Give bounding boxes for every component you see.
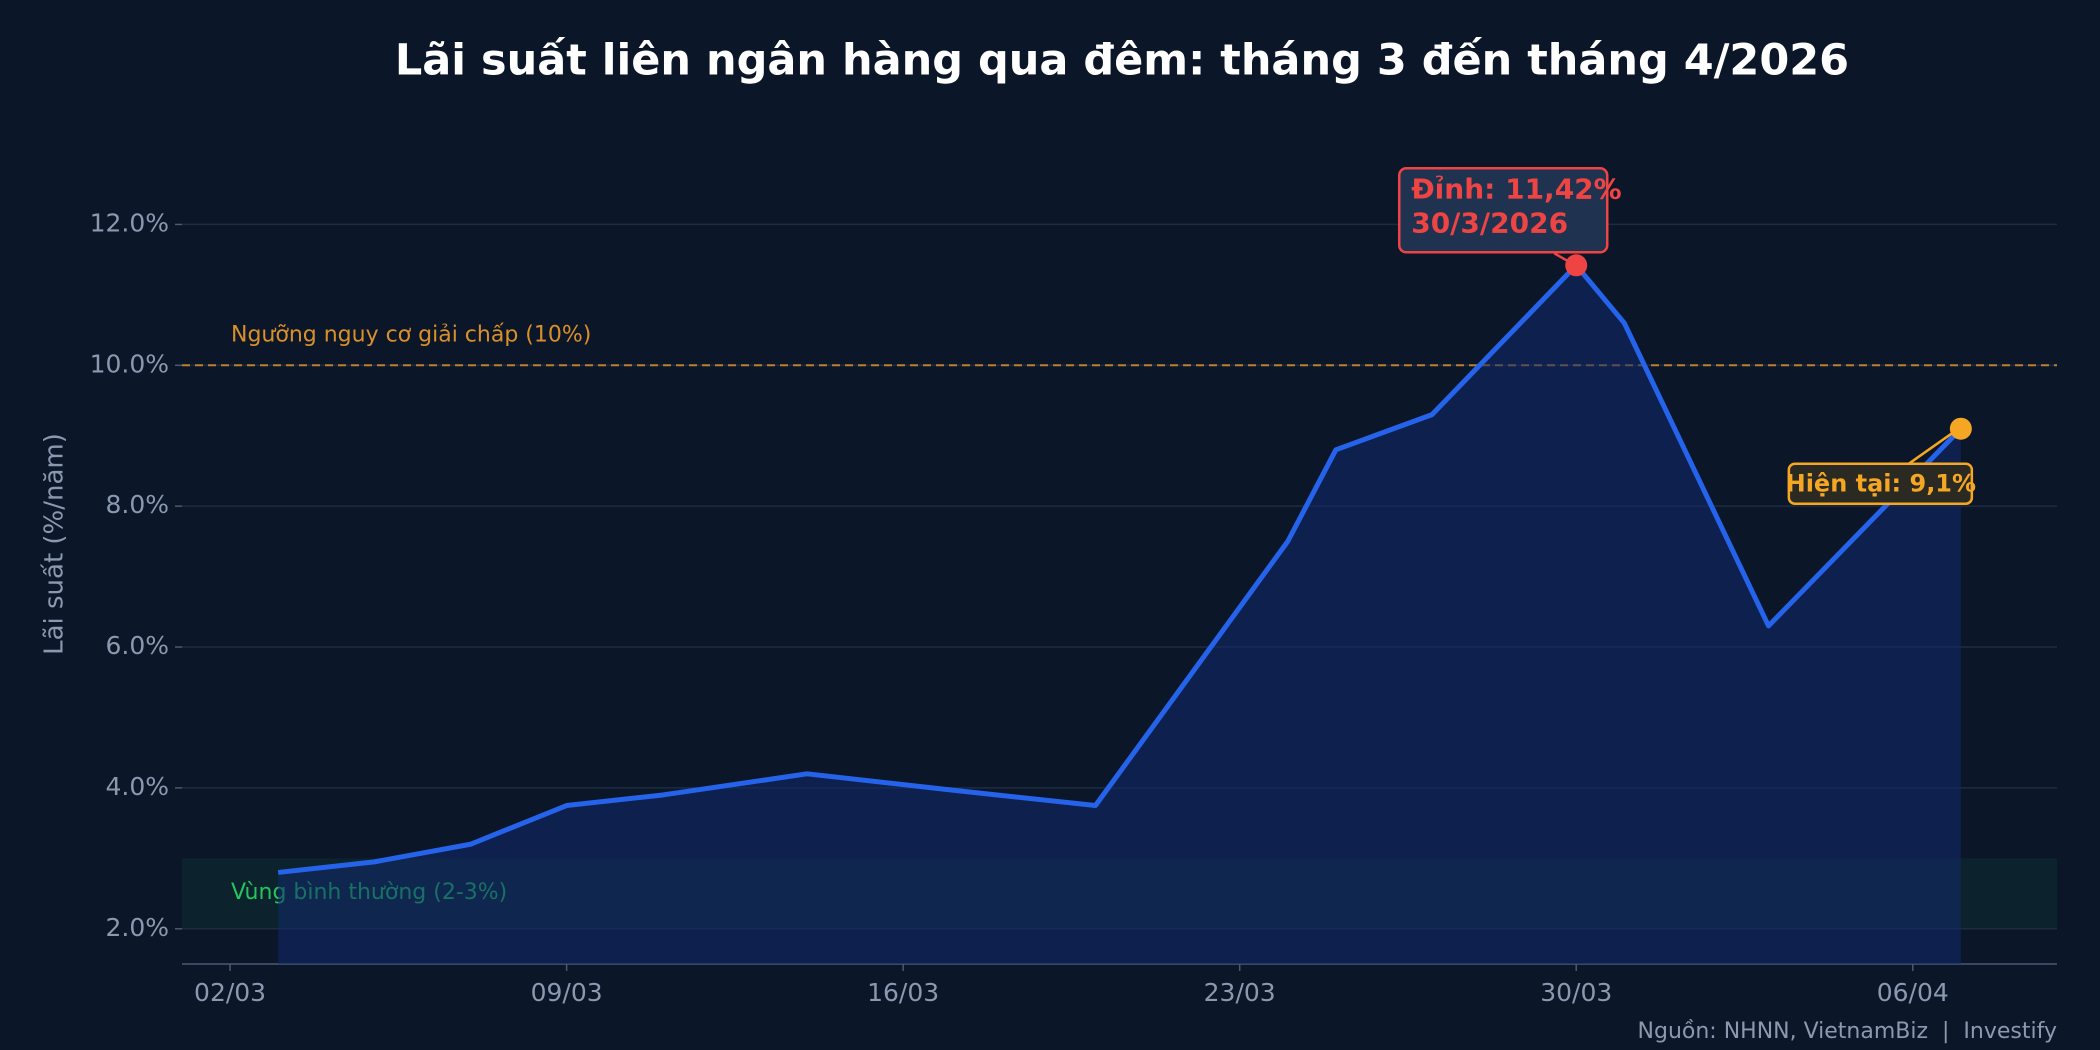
current-label: Hiện tại: 9,1% [1786,470,1976,498]
x-tick-label: 30/03 [1540,978,1612,1007]
peak-arrow [1553,252,1569,263]
x-tick-label: 02/03 [194,978,266,1007]
current-box [1787,462,1974,505]
area [278,265,1961,964]
current-marker [1949,417,1972,440]
x-tick-label: 06/04 [1877,978,1949,1007]
y-tick-label: 6.0% [105,631,169,660]
source: Nguồn: NHNN, VietnamBiz | Investify [1638,1019,2057,1044]
y-tick-label: 2.0% [105,913,169,942]
threshold-label: Ngưỡng nguy cơ giải chấp (10%) [231,322,591,347]
y-tick-label: 10.0% [90,349,169,378]
current-arrow [1908,431,1954,465]
x-tick-label: 16/03 [867,978,939,1007]
y-tick-label: 8.0% [105,490,169,519]
x-tick-label: 09/03 [531,978,603,1007]
peak-label: Đỉnh: 11,42% [1411,172,1622,205]
y-axis-label: Lãi suất (%/năm) [40,433,70,655]
x-tick-label: 23/03 [1204,978,1276,1007]
peak-box [1397,167,1609,254]
line [277,262,1963,875]
y-tick-label: 4.0% [105,772,169,801]
peak-marker [1565,254,1588,277]
chart-title: Lãi suất liên ngân hàng qua đêm: tháng 3… [395,36,1849,86]
peak-label: 30/3/2026 [1411,206,1568,239]
y-tick-label: 12.0% [90,208,169,237]
